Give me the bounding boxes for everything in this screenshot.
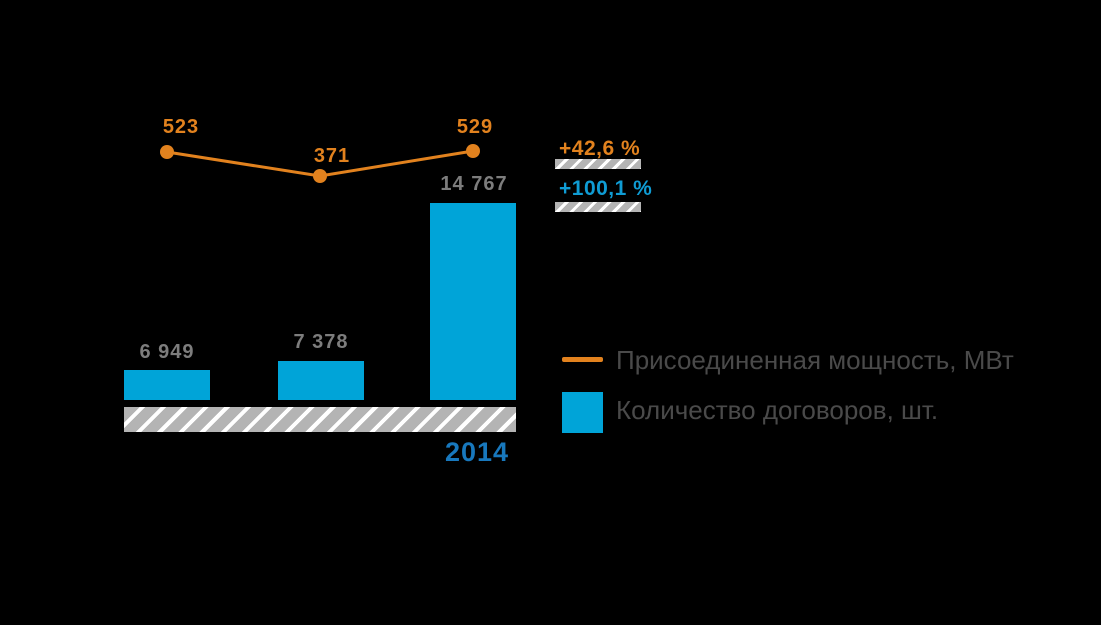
legend-label-power: Присоединенная мощность, МВт	[616, 345, 1014, 375]
bar-value-label: 14 767	[440, 173, 508, 195]
contracts-bar	[430, 203, 516, 400]
power-growth-annotation: +42,6 %	[559, 137, 641, 160]
line-point-marker	[160, 145, 174, 159]
line-point-label: 529	[456, 116, 494, 138]
line-point-label: 523	[162, 116, 200, 138]
contracts-growth-annotation: +100,1 %	[559, 177, 653, 200]
annotation-underline	[555, 159, 641, 169]
line-point-marker	[466, 144, 480, 158]
line-point-label: 371	[313, 145, 351, 167]
x-axis-year-label: 2014	[444, 437, 510, 467]
annotation-underline	[555, 202, 641, 212]
x-axis-baseline	[124, 407, 516, 432]
contracts-bar	[124, 370, 210, 400]
bar-value-label: 7 378	[293, 331, 349, 353]
contracts-bar-swatch	[562, 392, 603, 433]
power-line-swatch	[562, 357, 603, 362]
bar-value-label: 6 949	[139, 341, 195, 363]
line-point-marker	[313, 169, 327, 183]
legend-label-contracts: Количество договоров, шт.	[616, 395, 939, 425]
contracts-bar	[278, 361, 364, 400]
